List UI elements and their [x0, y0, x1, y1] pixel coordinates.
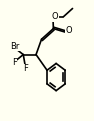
Text: F: F [12, 58, 17, 67]
Text: F: F [23, 64, 28, 73]
Text: O: O [52, 12, 59, 21]
Text: Br: Br [10, 42, 19, 51]
Text: O: O [66, 26, 72, 35]
